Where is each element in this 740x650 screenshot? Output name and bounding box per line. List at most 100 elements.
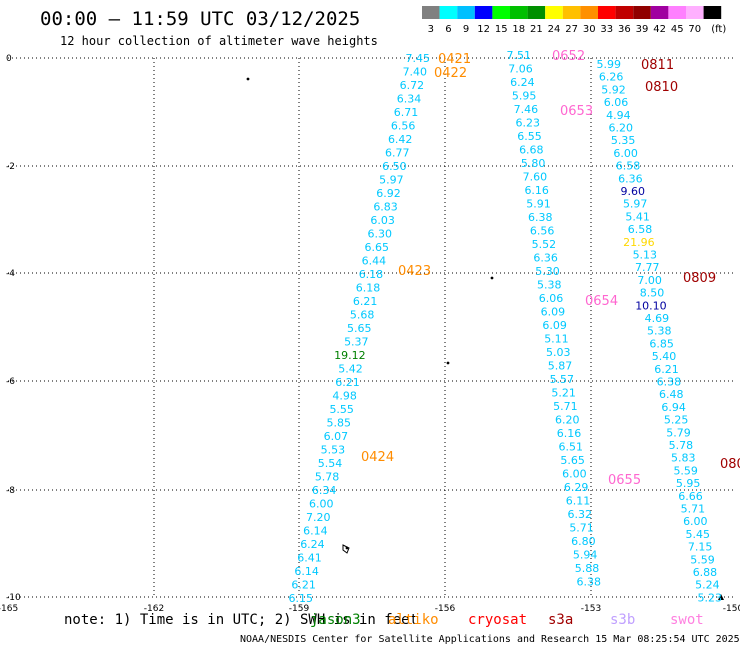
wave-height-value: 5.99 — [597, 58, 622, 71]
wave-height-value: 6.00 — [562, 468, 587, 481]
wave-height-value: 7.51 — [507, 49, 532, 62]
wave-height-value: 5.95 — [676, 477, 701, 490]
wave-height-value: 6.38 — [577, 576, 602, 589]
wave-height-value: 6.58 — [628, 223, 653, 236]
wave-height-value: 4.69 — [645, 312, 670, 325]
wave-height-value: 5.65 — [560, 454, 585, 467]
wave-height-value: 19.12 — [334, 349, 366, 362]
longitude-tick-label: -162 — [144, 604, 164, 614]
wave-height-value: 6.15 — [289, 592, 314, 605]
island-outline — [342, 544, 350, 554]
mission-label-s3b: s3b — [610, 612, 636, 628]
wave-height-value: 8.50 — [640, 287, 665, 300]
wave-height-value: 6.26 — [599, 71, 624, 84]
wave-height-value: 6.21 — [335, 376, 360, 389]
wave-height-value: 5.54 — [318, 457, 343, 470]
wave-height-value: 5.91 — [526, 198, 551, 211]
wave-height-value: 5.92 — [601, 83, 626, 96]
pass-time-label: 0810 — [645, 80, 678, 95]
wave-height-value: 6.55 — [517, 130, 542, 143]
wave-height-value: 6.58 — [616, 160, 641, 173]
wave-height-value: 6.24 — [510, 76, 535, 89]
legend-tick-label: 18 — [512, 24, 525, 35]
mission-label-altiko: altiko — [388, 612, 439, 628]
wave-height-value: 7.40 — [403, 66, 428, 79]
wave-height-value: 6.14 — [303, 525, 328, 538]
pass-time-label: 0809 — [683, 271, 716, 286]
wave-height-value: 7.60 — [523, 171, 548, 184]
wave-height-value: 6.34 — [312, 484, 337, 497]
longitude-tick-label: -156 — [435, 604, 456, 614]
wave-height-value: 5.11 — [544, 333, 569, 346]
wave-height-value: 5.45 — [685, 528, 710, 541]
legend-swatch — [668, 6, 686, 19]
wave-height-value: 5.30 — [535, 265, 560, 278]
wave-height-value: 6.30 — [367, 228, 392, 241]
wave-height-value: 6.20 — [555, 414, 580, 427]
pass-time-label: 0653 — [560, 104, 593, 119]
legend-swatch — [580, 6, 598, 19]
pass-time-label: 0423 — [398, 264, 431, 279]
longitude-tick-label: -153 — [581, 604, 601, 614]
latitude-tick-label: -8 — [6, 486, 15, 496]
legend-tick-label: 36 — [618, 24, 631, 35]
wave-height-value: 6.51 — [559, 441, 584, 454]
wave-height-value: 6.36 — [533, 252, 558, 265]
legend-tick-label: 70 — [688, 24, 701, 35]
wave-height-value: 5.85 — [327, 417, 352, 430]
wave-height-value: 5.37 — [344, 336, 369, 349]
color-scale-legend: 3 6 9 12 15 18 21 24 27 30 33 36 39 42 45 70 (ft) — [422, 6, 726, 35]
wave-height-value: 6.06 — [539, 292, 564, 305]
wave-height-value: 6.38 — [657, 376, 682, 389]
wave-height-value: 6.83 — [373, 201, 398, 214]
legend-swatch — [650, 6, 669, 19]
latitude-tick-label: 0 — [6, 54, 12, 64]
wave-height-value: 5.97 — [379, 174, 404, 187]
wave-height-value: 6.24 — [300, 538, 325, 551]
wave-height-value: 6.09 — [541, 306, 566, 319]
mission-label-jason3: jason3 — [310, 612, 361, 628]
legend-swatch — [474, 6, 493, 19]
wave-height-value: 6.92 — [376, 187, 401, 200]
wave-height-value: 5.68 — [350, 309, 375, 322]
wave-height-value: 5.95 — [512, 90, 537, 103]
pass-time-label: 0654 — [585, 294, 618, 309]
legend-tick-label: 42 — [653, 24, 666, 35]
wave-height-value: 5.71 — [681, 503, 706, 516]
pass-time-label: 0655 — [608, 473, 641, 488]
wave-height-value: 7.00 — [637, 274, 662, 287]
wave-height-value: 6.36 — [618, 172, 643, 185]
wave-height-value: 4.94 — [606, 109, 631, 122]
wave-height-value: 6.18 — [359, 268, 384, 281]
latitude-tick-label: -2 — [6, 162, 15, 172]
legend-tick-label: 9 — [463, 24, 469, 35]
wave-height-value: 6.48 — [659, 388, 684, 401]
wave-height-value: 6.34 — [397, 93, 422, 106]
wave-height-value: 6.07 — [324, 430, 349, 443]
wave-height-value: 6.21 — [353, 295, 378, 308]
wave-height-value: 5.35 — [611, 134, 636, 147]
wave-height-value: 5.87 — [548, 360, 573, 373]
legend-tick-label: 33 — [600, 24, 613, 35]
wave-height-value: 6.32 — [568, 508, 593, 521]
longitude-tick-label: -165 — [0, 604, 18, 614]
wave-height-value: 7.45 — [406, 52, 431, 65]
legend-tick-label: 30 — [583, 24, 596, 35]
legend-swatch — [457, 6, 475, 19]
island-marker — [446, 361, 450, 365]
legend-tick-label: 27 — [565, 24, 578, 35]
wave-height-value: 6.42 — [388, 133, 413, 146]
mission-label-swot: swot — [670, 612, 704, 628]
wave-height-value: 5.94 — [573, 549, 598, 562]
wave-height-value: 6.03 — [370, 214, 395, 227]
wave-height-value: 5.52 — [532, 238, 557, 251]
wave-height-value: 6.06 — [604, 96, 629, 109]
legend-swatch — [615, 6, 634, 19]
legend-swatch — [703, 6, 722, 19]
island-marker — [490, 276, 494, 280]
wave-height-value: 5.59 — [690, 553, 715, 566]
legend-tick-label: 24 — [548, 24, 561, 35]
latitude-tick-label: -6 — [6, 377, 15, 387]
legend-tick-label: 12 — [477, 24, 490, 35]
wave-height-value: 6.23 — [515, 117, 540, 130]
